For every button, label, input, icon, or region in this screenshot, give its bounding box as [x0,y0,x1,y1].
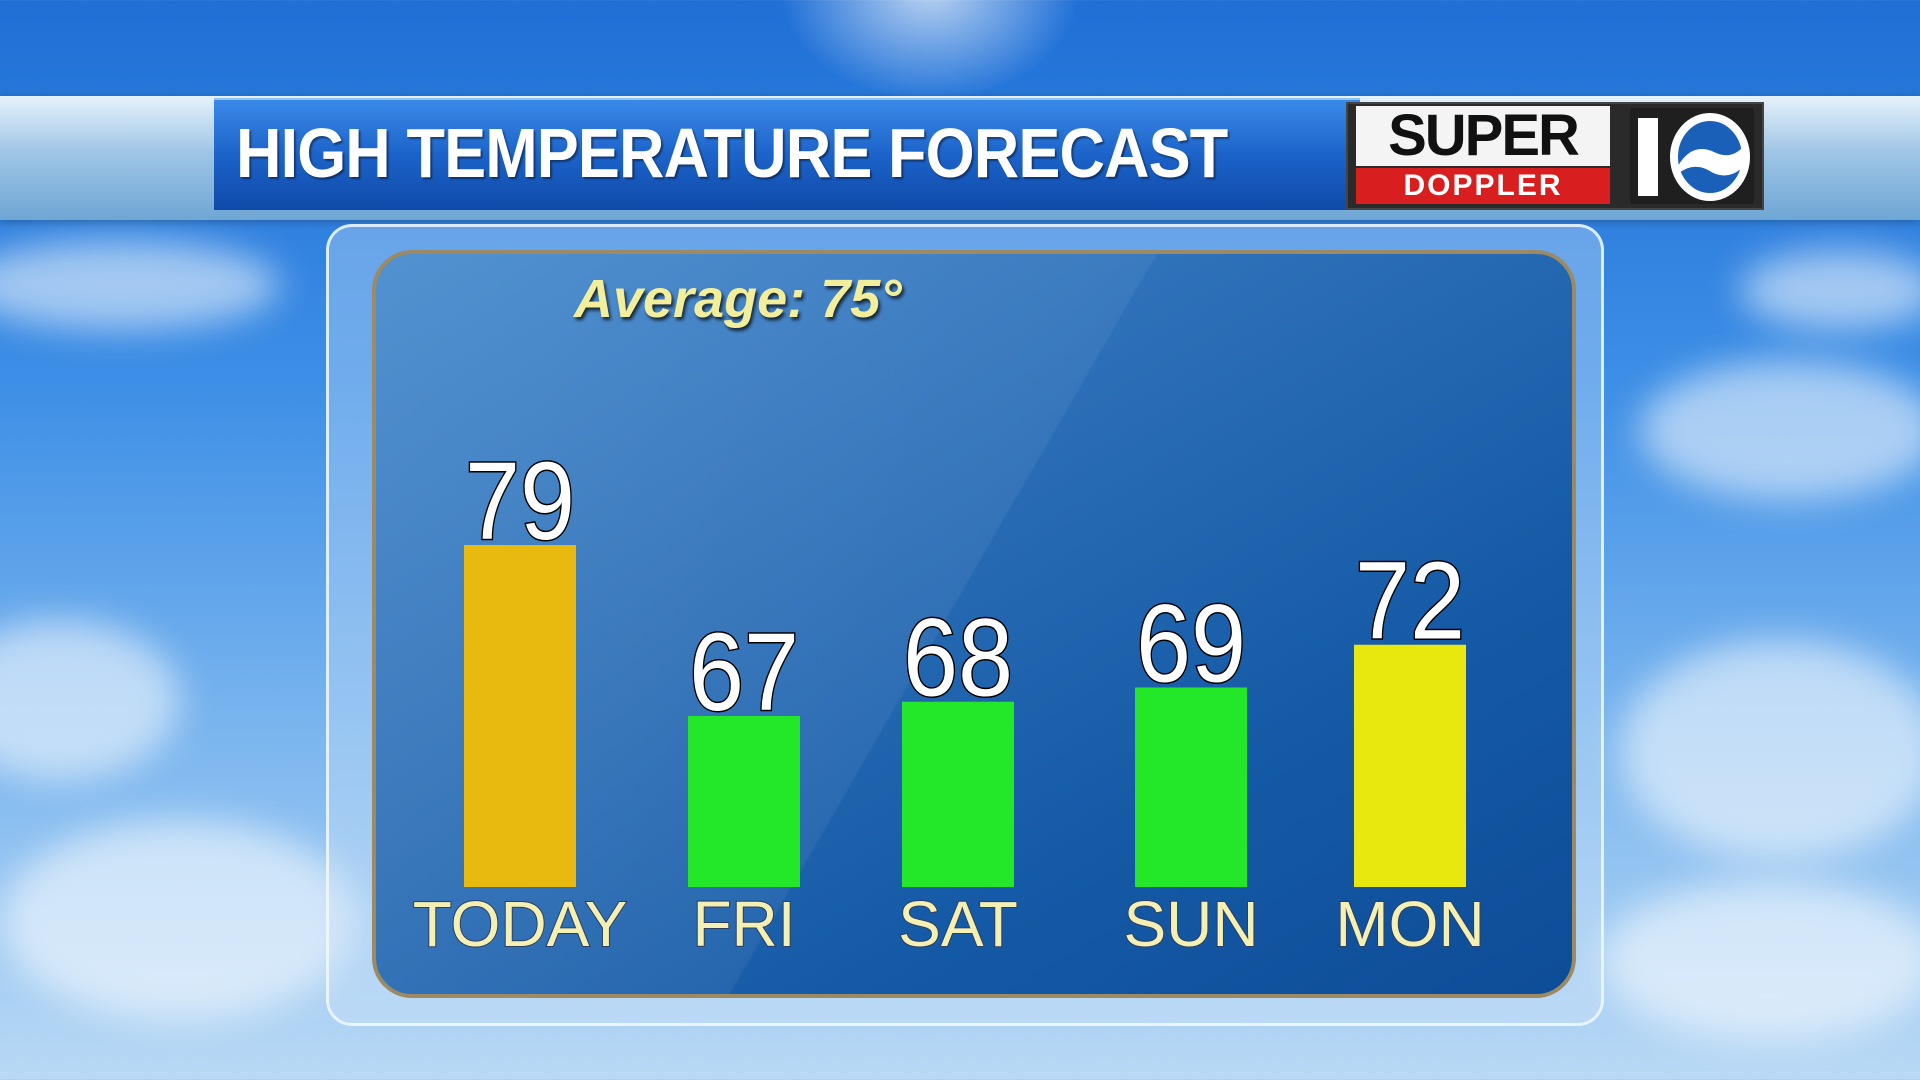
logo-super-text: SUPER [1356,106,1610,166]
station-logo: SUPER DOPPLER 10 [1346,102,1764,210]
cloud [0,240,280,330]
value-label-fri: 67 [689,611,799,734]
value-label-sun: 69 [1136,583,1246,706]
logo-number: 10 [1692,199,1694,201]
title-bar [214,98,1360,210]
cloud [1740,250,1920,330]
average-annotation: Average: 75° [574,269,902,329]
category-label-today: TODAY [413,888,628,960]
bar-sun [1135,687,1247,887]
category-label-sun: SUN [1123,888,1258,960]
wave-logo-icon: 10 [1630,108,1754,204]
category-label-mon: MON [1335,888,1484,960]
bar-mon [1354,644,1466,887]
bar-sat [902,701,1014,887]
category-label-sat: SAT [898,888,1018,960]
bar-fri [688,716,800,887]
logo-doppler-text: DOPPLER [1356,168,1610,204]
value-label-today: 79 [465,440,575,563]
cloud [1620,640,1920,860]
chart-title: HIGH TEMPERATURE FORECAST [236,114,1228,192]
cloud [1600,880,1920,1040]
category-label-fri: FRI [692,888,795,960]
value-label-sat: 68 [903,597,1013,720]
bar-today [464,545,576,887]
cloud [0,820,360,1020]
value-label-mon: 72 [1355,540,1465,663]
cloud [1640,360,1920,500]
